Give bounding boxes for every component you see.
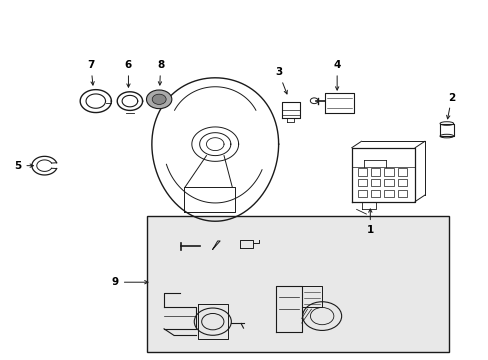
- Text: 1: 1: [366, 209, 373, 235]
- Bar: [357, 190, 366, 197]
- Bar: [147, 216, 448, 352]
- Text: 3: 3: [274, 67, 287, 94]
- Text: 2: 2: [446, 93, 454, 119]
- Bar: [357, 179, 366, 186]
- Text: 5: 5: [14, 161, 33, 171]
- Circle shape: [146, 90, 171, 109]
- Bar: [370, 168, 380, 176]
- Bar: [384, 190, 393, 197]
- Bar: [397, 168, 407, 176]
- Text: 7: 7: [87, 60, 94, 85]
- Bar: [357, 168, 366, 176]
- Text: 9: 9: [111, 277, 148, 287]
- Bar: [397, 190, 407, 197]
- Bar: [384, 179, 393, 186]
- Bar: [397, 179, 407, 186]
- Bar: [370, 179, 380, 186]
- Text: 6: 6: [124, 60, 132, 87]
- Bar: [370, 190, 380, 197]
- Text: 8: 8: [157, 60, 164, 85]
- Bar: [147, 216, 448, 352]
- Text: 4: 4: [333, 60, 340, 90]
- Circle shape: [152, 94, 166, 104]
- Bar: [384, 168, 393, 176]
